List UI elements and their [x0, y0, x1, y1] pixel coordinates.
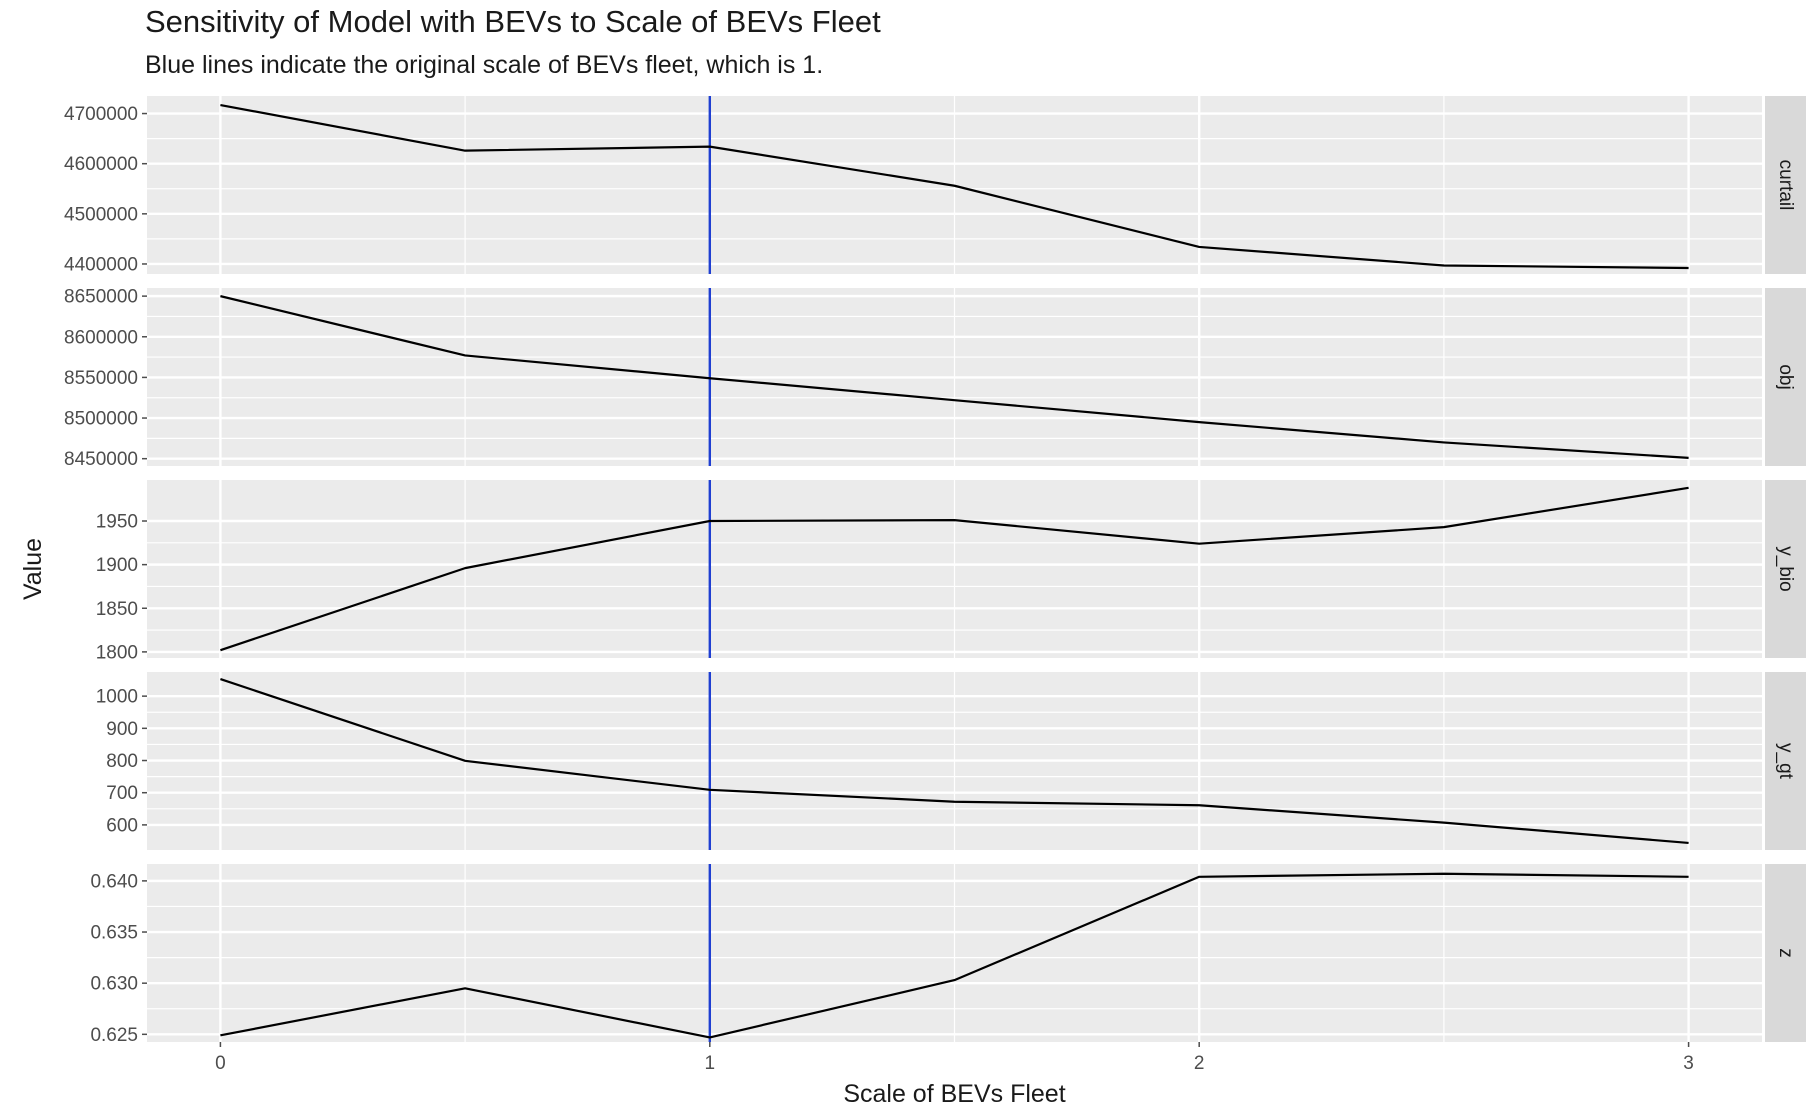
facet-strip — [1765, 288, 1806, 466]
y-tick-label: 8450000 — [64, 449, 138, 470]
x-tick-label: 3 — [1683, 1053, 1694, 1074]
y-tick-label: 8500000 — [64, 409, 138, 430]
x-tick-label: 2 — [1194, 1053, 1205, 1074]
facet-strip — [1765, 96, 1806, 274]
facet-strip-label-z: z — [1775, 948, 1796, 958]
x-tick-label: 0 — [215, 1053, 226, 1074]
y-tick-label: 900 — [106, 719, 138, 740]
x-axis-title: Scale of BEVs Fleet — [843, 1080, 1065, 1108]
chart-subtitle: Blue lines indicate the original scale o… — [145, 51, 824, 79]
chart-title: Sensitivity of Model with BEVs to Scale … — [145, 4, 881, 39]
series-line-curtail — [220, 103, 1689, 270]
y-tick-label: 700 — [106, 783, 138, 804]
y-tick-label: 0.635 — [90, 923, 138, 944]
y-tick-label: 8600000 — [64, 327, 138, 348]
y-tick-label: 4700000 — [64, 104, 138, 125]
y-axis-title: Value — [19, 538, 47, 600]
series-line-y_gt — [220, 678, 1689, 845]
y-tick-label: 4400000 — [64, 254, 138, 275]
y-tick-label: 0.625 — [90, 1025, 138, 1046]
facet-strip-label-obj: obj — [1775, 364, 1796, 389]
y-tick-label: 1800 — [96, 642, 138, 663]
y-tick-label: 600 — [106, 815, 138, 836]
series-line-z — [220, 872, 1689, 1039]
y-tick-label: 4500000 — [64, 204, 138, 225]
y-tick-label: 8650000 — [64, 287, 138, 308]
y-tick-label: 0.640 — [90, 871, 138, 892]
y-tick-label: 1850 — [96, 599, 138, 620]
series-line-obj — [220, 295, 1689, 459]
facet-strip-label-curtail: curtail — [1775, 160, 1796, 211]
y-tick-label: 8550000 — [64, 368, 138, 389]
facet-strip — [1765, 672, 1806, 850]
y-tick-label: 1900 — [96, 555, 138, 576]
y-tick-label: 1000 — [96, 687, 138, 708]
facet-strip — [1765, 864, 1806, 1042]
y-tick-label: 0.630 — [90, 974, 138, 995]
y-tick-label: 1950 — [96, 512, 138, 533]
facet-strip — [1765, 480, 1806, 658]
facet-strip-label-y_gt: y_gt — [1775, 743, 1796, 780]
x-tick-label: 1 — [705, 1053, 716, 1074]
y-tick-label: 800 — [106, 751, 138, 772]
y-tick-label: 4600000 — [64, 154, 138, 175]
series-line-y_bio — [220, 486, 1689, 652]
facet-strip-label-y_bio: y_bio — [1775, 546, 1796, 591]
